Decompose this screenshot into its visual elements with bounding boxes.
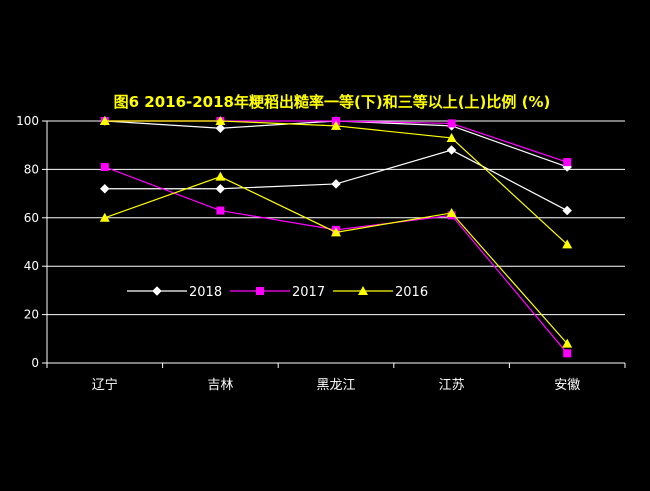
- data-point-2016: [446, 132, 457, 142]
- legend-marker-2017: [256, 287, 264, 295]
- data-point-2017: [447, 119, 456, 128]
- axes: 0 20 40 60 80 100 辽宁 吉林 黑龙江 江苏 安徽: [16, 114, 626, 393]
- data-point-2016: [99, 212, 110, 222]
- data-point-2017: [563, 158, 572, 167]
- y-tick-label: 0: [31, 356, 39, 370]
- data-point-2018: [562, 205, 573, 216]
- x-tick-label: 黑龙江: [316, 378, 355, 393]
- data-point-2016: [446, 207, 457, 217]
- x-tick-label: 吉林: [207, 378, 233, 393]
- legend: 2018 2017 2016: [127, 285, 428, 300]
- data-point-2016: [99, 116, 110, 125]
- y-tick-label: 100: [16, 114, 39, 128]
- series-lines: [99, 116, 573, 358]
- data-point-2018: [215, 123, 226, 134]
- series-line-2016-lower: [104, 176, 568, 345]
- data-point-2016: [562, 239, 573, 249]
- data-point-2016: [331, 227, 341, 237]
- y-tick-label: 60: [24, 211, 39, 225]
- data-point-2017: [563, 349, 572, 358]
- data-point-2017: [100, 162, 109, 171]
- data-point-2018: [446, 145, 457, 155]
- x-tick-label: 安徽: [554, 378, 580, 393]
- data-point-2016: [331, 120, 341, 130]
- legend-label-2017: 2017: [292, 285, 325, 300]
- chart-title: 图6 2016-2018年粳稻出糙率一等(下)和三等以上(上)比例 (%): [114, 93, 551, 111]
- series-line-2017-lower: [104, 166, 568, 354]
- data-point-2016: [215, 171, 226, 181]
- legend-label-2016: 2016: [395, 285, 428, 300]
- data-point-2018: [331, 179, 341, 189]
- legend-marker-2016: [358, 286, 368, 295]
- y-tick-label: 20: [24, 308, 39, 322]
- data-point-2017: [216, 206, 225, 215]
- data-point-2018: [215, 183, 226, 194]
- y-tick-label: 80: [24, 162, 39, 176]
- data-point-2016: [562, 338, 573, 348]
- x-tick-label: 江苏: [439, 377, 465, 393]
- y-tick-label: 40: [24, 259, 39, 273]
- legend-marker-2018: [152, 286, 162, 296]
- legend-label-2018: 2018: [189, 285, 222, 300]
- data-point-2018: [99, 183, 110, 194]
- data-point-2016: [215, 116, 226, 125]
- x-tick-label: 辽宁: [92, 377, 118, 393]
